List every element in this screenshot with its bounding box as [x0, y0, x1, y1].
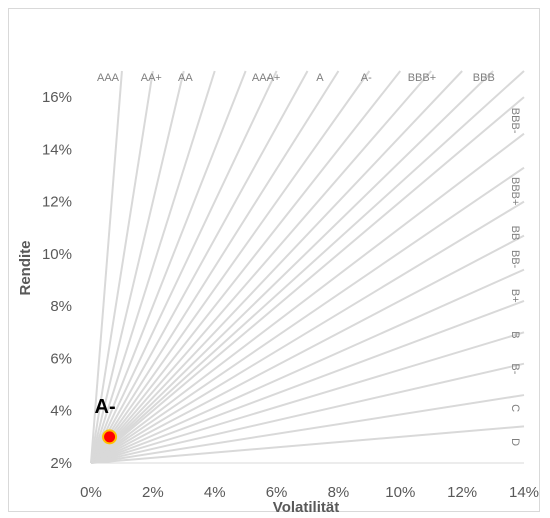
y-tick-label: 16% [42, 89, 72, 106]
rating-line [90, 268, 525, 464]
right-rating-label: BBB+ [509, 177, 521, 205]
top-rating-label: BBB [473, 72, 495, 84]
rating-line [90, 96, 525, 464]
y-tick-label: 2% [50, 455, 72, 472]
data-point [102, 429, 118, 445]
data-point-label: A- [95, 396, 116, 418]
top-rating-label: AA+ [141, 72, 162, 84]
rating-line [90, 70, 494, 464]
top-rating-label: AAA [97, 72, 120, 84]
rating-line [90, 362, 525, 464]
right-rating-label: B+ [509, 289, 521, 303]
rating-line [90, 394, 525, 464]
rating-line [90, 300, 525, 464]
y-tick-label: 12% [42, 194, 72, 211]
right-rating-label: D [509, 438, 521, 446]
x-tick-label: 14% [509, 484, 539, 501]
x-tick-label: 6% [266, 484, 288, 501]
rating-line [90, 70, 278, 464]
rating-lines [90, 70, 525, 464]
rating-line [90, 70, 402, 464]
right-rating-label: B [509, 331, 521, 338]
rating-line [90, 70, 525, 464]
rating-line [90, 425, 525, 464]
rating-line [90, 234, 525, 464]
top-rating-label: A- [361, 72, 372, 84]
rating-line [90, 70, 247, 464]
x-tick-labels: 0% 2% 4% 6% 8% 10% 12% 14% [80, 484, 539, 501]
data-points: A- [95, 396, 118, 445]
rating-line [90, 70, 432, 464]
y-tick-label: 4% [50, 403, 72, 420]
y-tick-label: 10% [42, 246, 72, 263]
right-rating-label: C [509, 404, 521, 412]
rating-line [90, 70, 463, 464]
rating-line [90, 70, 340, 464]
x-tick-label: 10% [385, 484, 415, 501]
rating-line [90, 331, 525, 464]
y-tick-label: 6% [50, 350, 72, 367]
rating-line [90, 200, 525, 464]
top-rating-label: A [316, 72, 324, 84]
rating-line [90, 70, 185, 464]
y-tick-labels: 2% 4% 6% 8% 10% 12% 14% 16% [42, 89, 72, 472]
right-rating-label: B- [509, 363, 521, 374]
right-rating-label: BB [509, 226, 521, 241]
top-rating-label: AA [178, 72, 193, 84]
x-axis-title: Volatilität [273, 499, 339, 516]
rating-line [90, 70, 216, 464]
rating-line [90, 166, 525, 464]
x-tick-label: 12% [447, 484, 477, 501]
rating-line [90, 70, 309, 464]
rating-line [90, 132, 525, 464]
x-tick-label: 8% [328, 484, 350, 501]
right-rating-label: BBB- [509, 108, 521, 134]
top-rating-label: A+ [267, 72, 281, 84]
rating-line [90, 70, 154, 464]
top-rating-label: AA- [252, 72, 271, 84]
rating-line [90, 70, 123, 464]
top-rating-labels: AAA AA+ AA AA-A+ A A- BBB+ BBB [97, 72, 495, 84]
rating-line [90, 70, 371, 464]
right-rating-label: BB- [509, 250, 521, 269]
y-axis-title: Rendite [17, 240, 34, 295]
y-tick-label: 8% [50, 298, 72, 315]
x-tick-label: 4% [204, 484, 226, 501]
y-tick-label: 14% [42, 141, 72, 158]
top-rating-label: BBB+ [408, 72, 436, 84]
x-tick-label: 0% [80, 484, 102, 501]
x-tick-label: 2% [142, 484, 164, 501]
